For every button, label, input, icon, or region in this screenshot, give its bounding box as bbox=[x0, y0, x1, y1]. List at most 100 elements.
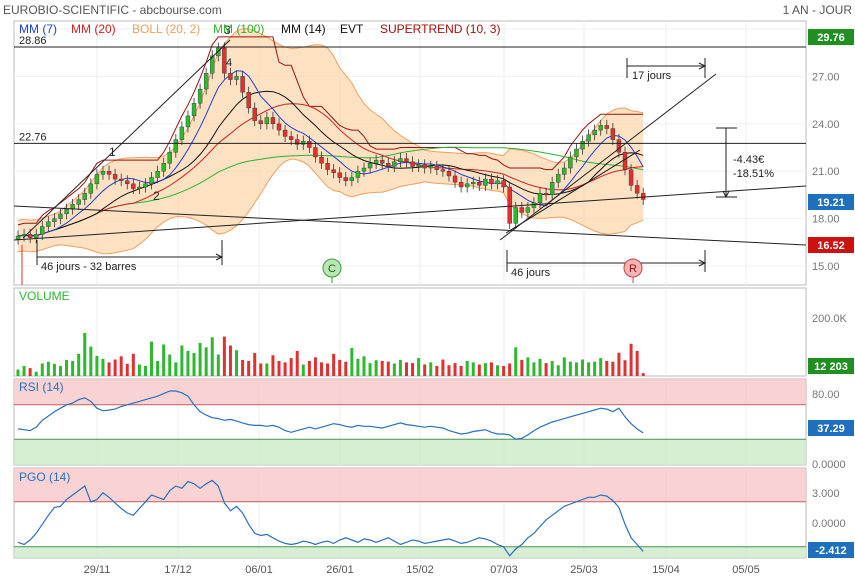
pgo-low-zone bbox=[14, 546, 806, 558]
candle-body bbox=[446, 170, 452, 177]
volume-bar bbox=[46, 361, 50, 376]
candle-body bbox=[228, 73, 233, 80]
x-tick: 17/12 bbox=[164, 564, 192, 576]
candle-body bbox=[15, 235, 21, 240]
pgo-y-tick: 0.0000 bbox=[812, 518, 846, 530]
volume-bar bbox=[477, 364, 481, 376]
candle-body bbox=[361, 167, 367, 172]
x-tick: 15/02 bbox=[406, 564, 434, 576]
volume-bar bbox=[28, 368, 32, 376]
volume-bar bbox=[581, 359, 585, 376]
candle-body bbox=[604, 125, 609, 129]
rsi-y-tick: 0.0000 bbox=[812, 459, 846, 471]
volume-bar bbox=[562, 357, 566, 376]
candle-body bbox=[58, 213, 63, 219]
candle-body bbox=[179, 126, 185, 140]
price-overlays: 28.86 22.76 46 jours - 32 barres 46 jours 17… bbox=[13, 23, 807, 285]
volume-bar bbox=[447, 365, 451, 376]
volume-bar bbox=[150, 341, 154, 376]
candle-body bbox=[288, 136, 294, 140]
duration-46-days-arrow bbox=[698, 259, 707, 267]
x-tick: 26/01 bbox=[326, 564, 354, 576]
wave-label-3: 3 bbox=[224, 23, 231, 37]
tag-rsi: 37.29 bbox=[817, 423, 845, 435]
candle-body bbox=[246, 91, 251, 109]
volume-bar bbox=[65, 359, 69, 376]
candle-body bbox=[203, 73, 209, 90]
candle-body bbox=[46, 221, 51, 227]
volume-bar bbox=[350, 348, 354, 376]
rsi-chart bbox=[14, 379, 806, 465]
volume-bar bbox=[125, 363, 129, 376]
candle-body bbox=[94, 174, 100, 185]
volume-bar bbox=[22, 365, 26, 376]
candle-body bbox=[301, 140, 306, 145]
candle-body bbox=[489, 178, 494, 185]
volume-bar bbox=[162, 344, 166, 376]
candle-body bbox=[240, 76, 245, 93]
wave-label-2: 2 bbox=[153, 189, 160, 203]
wave-label-4: 4 bbox=[226, 57, 232, 69]
legend-item: SUPERTREND (10, 3) bbox=[380, 22, 500, 36]
candle-body bbox=[307, 140, 312, 148]
candle-body bbox=[398, 158, 403, 162]
candle-body bbox=[149, 177, 154, 185]
volume-bar bbox=[453, 363, 457, 376]
candle-body bbox=[88, 183, 94, 194]
supertrend-line bbox=[17, 36, 644, 226]
volume-bar bbox=[611, 361, 615, 376]
pgo-line bbox=[17, 479, 644, 557]
volume-bar bbox=[168, 354, 172, 376]
duration-46-days-32-bars-label: 46 jours - 32 barres bbox=[41, 261, 137, 273]
volume-y-tick: 200.0K bbox=[812, 313, 848, 325]
variation-amount: -4.43€ bbox=[733, 154, 764, 166]
volume-bar bbox=[465, 360, 469, 376]
candle-body bbox=[610, 128, 616, 140]
candle-body bbox=[313, 147, 318, 158]
tag-rsi-bg bbox=[808, 420, 854, 436]
volume-bar bbox=[253, 353, 257, 376]
volume-bar bbox=[441, 359, 445, 376]
legend-item: MM (20) bbox=[71, 22, 116, 36]
volume-bars bbox=[16, 333, 645, 376]
tag-lower-bg bbox=[808, 237, 854, 253]
volume-bar bbox=[107, 362, 111, 376]
pgo-title: PGO (14) bbox=[19, 470, 70, 484]
tag-volume: 12 203 bbox=[814, 361, 848, 373]
candle-body bbox=[295, 139, 300, 145]
volume-bar bbox=[532, 362, 536, 376]
candle-body bbox=[622, 152, 628, 170]
volume-bar bbox=[89, 346, 93, 376]
volume-bar bbox=[635, 350, 639, 376]
tag-upper: 29.76 bbox=[817, 32, 845, 44]
candle-body bbox=[507, 186, 512, 224]
candle-body bbox=[112, 174, 118, 180]
price-y-tick: 21.00 bbox=[812, 166, 840, 178]
bollinger-lower bbox=[17, 158, 644, 255]
candle-body bbox=[422, 164, 427, 169]
volume-bar bbox=[326, 363, 330, 376]
volume-bar bbox=[550, 360, 554, 376]
candle-body bbox=[367, 163, 373, 169]
volume-bar bbox=[423, 364, 427, 376]
candle-body bbox=[416, 164, 421, 167]
volume-bar bbox=[514, 347, 518, 376]
axes: 15.00 18.00 21.00 24.00 27.00 29/11 17/12 06/01… bbox=[84, 29, 854, 576]
wave-label-1: 1 bbox=[109, 145, 116, 159]
volume-bar bbox=[435, 365, 439, 376]
volume-bar bbox=[52, 363, 56, 376]
price-y-tick: 18.00 bbox=[812, 214, 840, 226]
x-tick: 25/03 bbox=[570, 564, 598, 576]
candle-body bbox=[325, 163, 330, 170]
candle-body bbox=[355, 170, 361, 178]
volume-bar bbox=[320, 362, 323, 376]
candle-body bbox=[616, 139, 622, 153]
period-label[interactable]: 1 AN - JOUR bbox=[783, 3, 853, 17]
candle-body bbox=[434, 166, 440, 170]
candle-body bbox=[252, 107, 257, 121]
candle-body bbox=[641, 193, 646, 200]
candle-body bbox=[161, 163, 166, 172]
tag-upper-bg bbox=[808, 29, 854, 45]
volume-bar bbox=[289, 358, 293, 376]
candle-body bbox=[574, 148, 579, 158]
